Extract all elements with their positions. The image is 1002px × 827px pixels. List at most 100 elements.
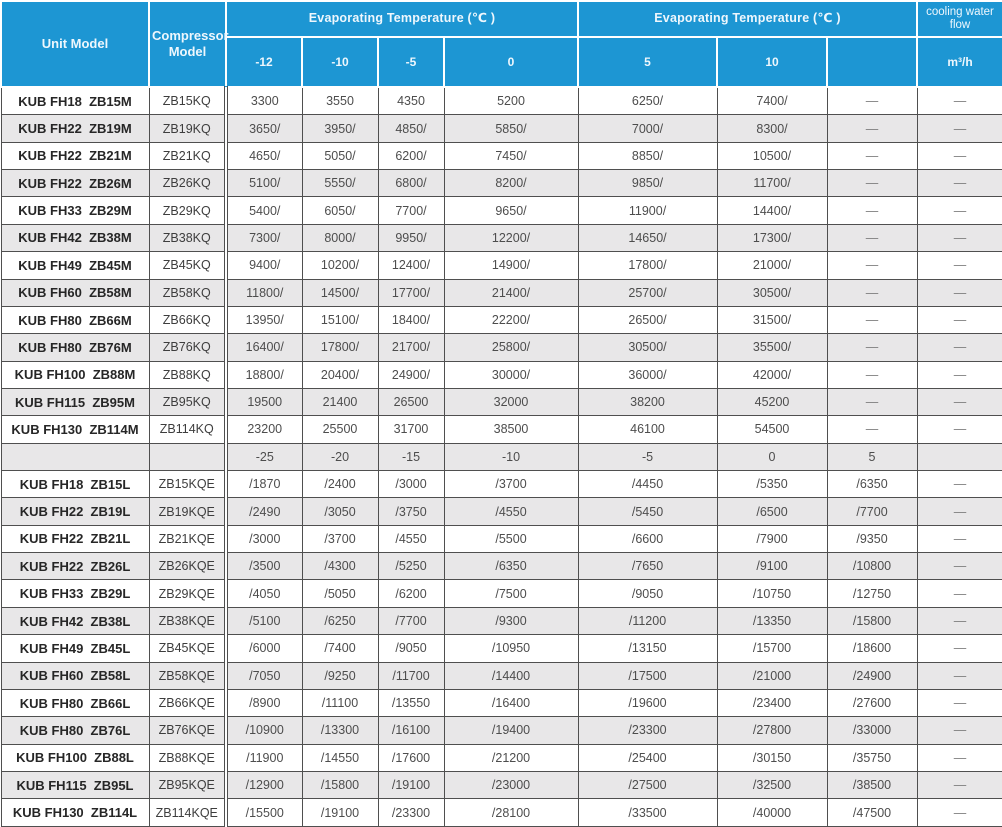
table-row: KUB FH22 ZB26M ZB26KQ 5100/5550/6800/8200/… <box>0 169 1002 198</box>
value-cell: /6500 <box>716 497 828 526</box>
cooling-flow-cell: — <box>916 114 1002 143</box>
value-cell: /3000 <box>377 470 445 499</box>
table-row: KUB FH22 ZB26L ZB26KQE/3500/4300/5250/635… <box>0 552 1002 581</box>
unit-model-cell: KUB FH49 ZB45M <box>0 251 150 280</box>
value-cell: 11900/ <box>577 196 718 225</box>
value-cell: /4550 <box>377 524 445 554</box>
table-row: KUB FH49 ZB45L ZB45KQE/6000/7400/9050/109… <box>0 634 1002 663</box>
cooling-water-flow-header: cooling water flow <box>916 0 1002 38</box>
value-cell: — <box>826 86 918 116</box>
value-cell: /5450 <box>577 497 718 526</box>
compressor-model-cell: ZB66KQ <box>148 305 227 335</box>
value-cell: /13150 <box>577 634 718 663</box>
value-cell: /19100 <box>377 770 445 800</box>
value-cell: 5400/ <box>224 196 303 225</box>
unit-model-cell: KUB FH80 ZB66L <box>0 688 150 718</box>
cooling-flow-cell: — <box>916 497 1002 526</box>
value-cell: /1870 <box>224 470 303 499</box>
cooling-flow-cell: — <box>916 606 1002 636</box>
scale-temp-cell: -15 <box>377 442 445 472</box>
cooling-flow-cell: — <box>916 798 1002 827</box>
value-cell: /4450 <box>577 470 718 499</box>
value-cell: /6350 <box>826 470 918 499</box>
value-cell: /35750 <box>826 743 918 772</box>
compressor-model-cell: ZB38KQ <box>148 223 227 253</box>
table-row: KUB FH22 ZB21M ZB21KQ 4650/5050/6200/7450/… <box>0 141 1002 171</box>
value-cell: /7050 <box>224 661 303 690</box>
value-cell: /16100 <box>377 716 445 745</box>
value-cell: /4050 <box>224 579 303 608</box>
value-cell: /15800 <box>301 770 379 800</box>
value-cell: 36000/ <box>577 360 718 389</box>
value-cell: /7650 <box>577 552 718 581</box>
table-row: KUB FH100 ZB88L ZB88KQE/11900/14550/17600… <box>0 743 1002 772</box>
value-cell: /27500 <box>577 770 718 800</box>
value-cell: — <box>826 141 918 171</box>
temp-col-header: 5 <box>577 36 719 88</box>
header-row-main: Unit Model Compressor Model Evaporating … <box>0 0 1002 88</box>
evaporating-temperature-header-1: Evaporating Temperature (℃ ) <box>224 0 580 38</box>
value-cell: /2400 <box>301 470 379 499</box>
cooling-flow-cell: — <box>916 196 1002 225</box>
value-cell: — <box>826 223 918 253</box>
unit-model-cell: KUB FH80 ZB76L <box>0 716 150 745</box>
unit-model-cell: KUB FH60 ZB58L <box>0 661 150 690</box>
value-cell: /14400 <box>443 661 579 690</box>
value-cell: /25400 <box>577 743 718 772</box>
scale-temp-cell: 5 <box>826 442 918 472</box>
unit-model-cell: KUB FH18 ZB15M <box>0 86 150 116</box>
value-cell: /12750 <box>826 579 918 608</box>
table-row: KUB FH42 ZB38M ZB38KQ 7300/8000/9950/12200… <box>0 223 1002 253</box>
value-cell: /7700 <box>377 606 445 636</box>
compressor-model-cell: ZB66KQE <box>148 688 227 718</box>
value-cell: 15100/ <box>301 305 379 335</box>
value-cell: 38500 <box>443 415 579 444</box>
compressor-model-cell: ZB45KQ <box>148 251 227 280</box>
table-row: KUB FH42 ZB38L ZB38KQE/5100/6250/7700/930… <box>0 606 1002 636</box>
unit-model-cell: KUB FH18 ZB15L <box>0 470 150 499</box>
value-cell: /13550 <box>377 688 445 718</box>
value-cell: 8850/ <box>577 141 718 171</box>
value-cell: 21400/ <box>443 278 579 307</box>
value-cell: /3500 <box>224 552 303 581</box>
value-cell: /33000 <box>826 716 918 745</box>
value-cell: 17700/ <box>377 278 445 307</box>
value-cell: 35500/ <box>716 333 828 362</box>
compressor-model-cell: ZB58KQ <box>148 278 227 307</box>
value-cell: 6250/ <box>577 86 718 116</box>
value-cell: /9100 <box>716 552 828 581</box>
value-cell: 7450/ <box>443 141 579 171</box>
compressor-model-cell: ZB19KQE <box>148 497 227 526</box>
compressor-model-cell: ZB76KQ <box>148 333 227 362</box>
compressor-model-cell: ZB45KQE <box>148 634 227 663</box>
value-cell: — <box>826 114 918 143</box>
scale-temp-cell <box>916 442 1002 472</box>
unit-model-header: Unit Model <box>0 0 150 88</box>
value-cell: — <box>826 360 918 389</box>
value-cell: /10800 <box>826 552 918 581</box>
value-cell: /7500 <box>443 579 579 608</box>
value-cell: /14550 <box>301 743 379 772</box>
scale-temp-cell: 0 <box>716 442 828 472</box>
value-cell: /4300 <box>301 552 379 581</box>
value-cell: 24900/ <box>377 360 445 389</box>
value-cell: /23000 <box>443 770 579 800</box>
compressor-model-cell: ZB88KQ <box>148 360 227 389</box>
temp-col-header: 10 <box>716 36 829 88</box>
value-cell: 4650/ <box>224 141 303 171</box>
compressor-model-cell: ZB114KQE <box>148 798 227 827</box>
value-cell: 17800/ <box>577 251 718 280</box>
scale-temp-cell: -20 <box>301 442 379 472</box>
value-cell: /10750 <box>716 579 828 608</box>
unit-model-cell: KUB FH33 ZB29M <box>0 196 150 225</box>
value-cell: 21400 <box>301 387 379 417</box>
value-cell: /10950 <box>443 634 579 663</box>
value-cell: /11100 <box>301 688 379 718</box>
value-cell: 9950/ <box>377 223 445 253</box>
compressor-model-cell: ZB88KQE <box>148 743 227 772</box>
unit-model-cell: KUB FH22 ZB26L <box>0 552 150 581</box>
value-cell: — <box>826 415 918 444</box>
value-cell: /5250 <box>377 552 445 581</box>
cooling-flow-cell: — <box>916 387 1002 417</box>
compressor-model-cell: ZB21KQE <box>148 524 227 554</box>
